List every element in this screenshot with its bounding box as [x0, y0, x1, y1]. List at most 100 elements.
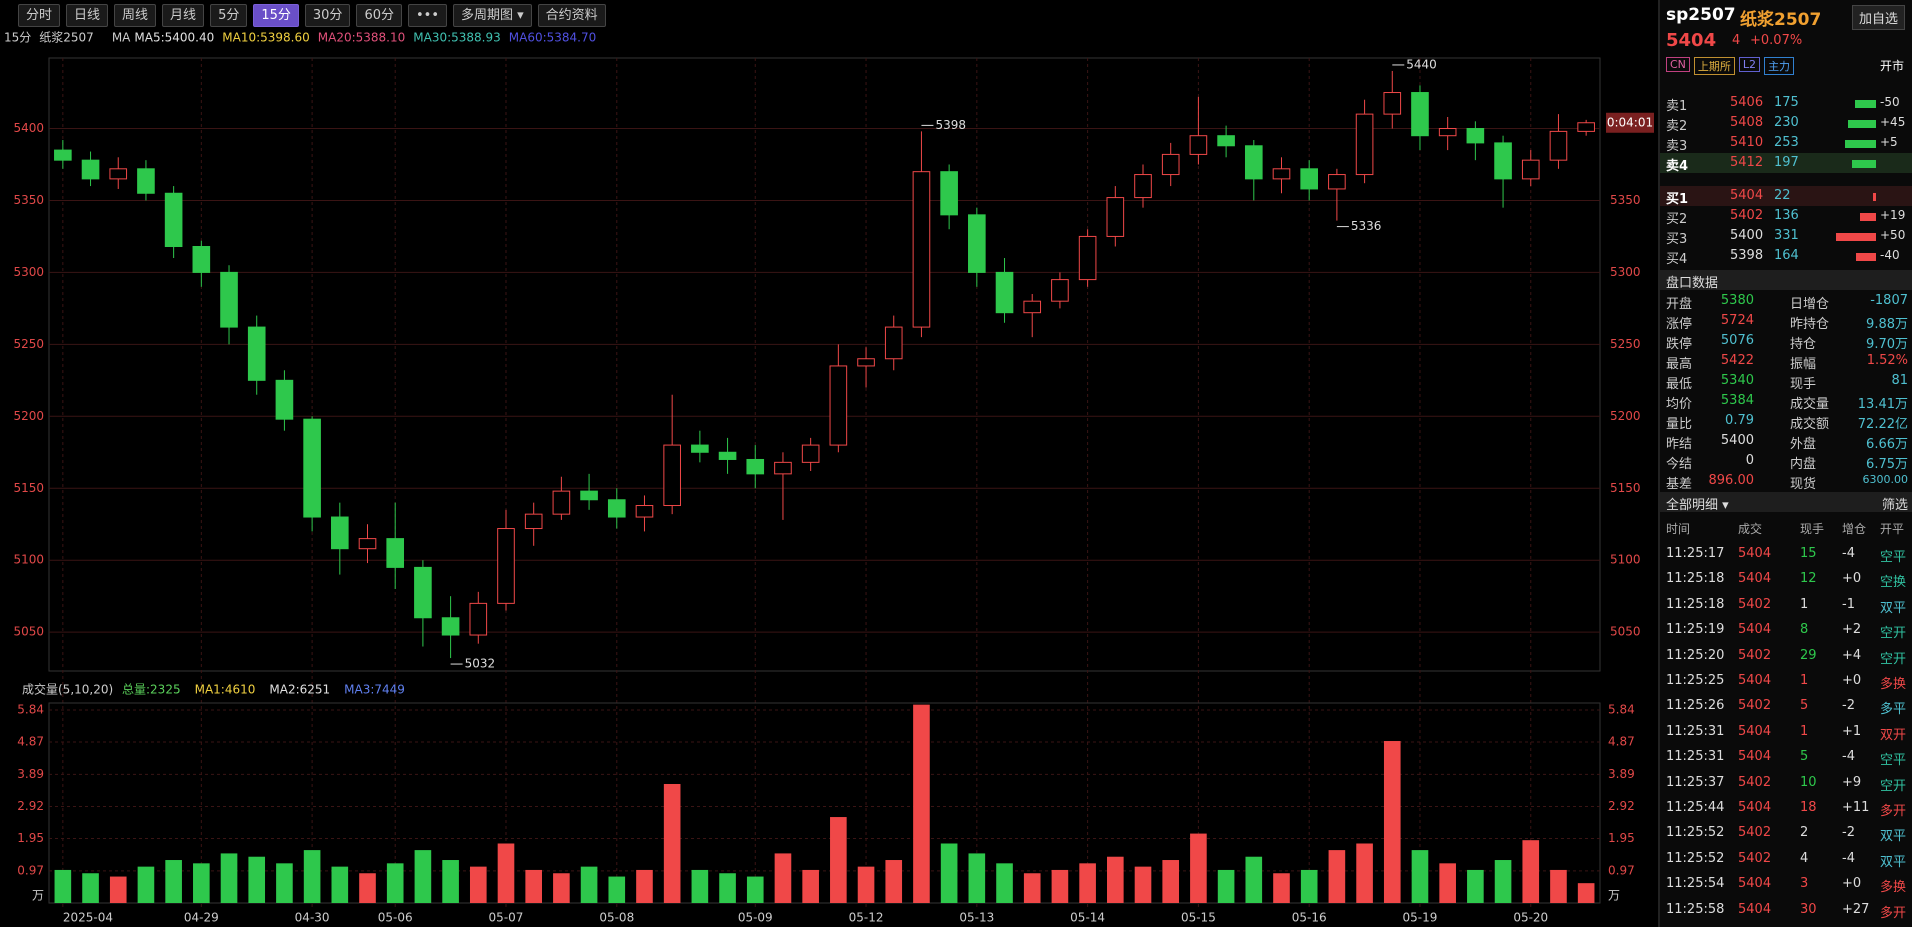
order-price: 5410 — [1730, 135, 1764, 150]
trade-oi: +9 — [1842, 774, 1862, 790]
add-button[interactable]: 加自选 — [1852, 5, 1906, 30]
toolbar-button[interactable]: 日线 — [66, 4, 109, 27]
order-qty: 22 — [1774, 188, 1791, 203]
stats-value: 5076 — [1720, 333, 1754, 348]
x-tick-label: 05-14 — [1070, 911, 1105, 925]
volume-bar — [1079, 863, 1096, 903]
volume-bar — [386, 863, 404, 903]
toolbar-button[interactable]: 5分 — [210, 4, 248, 27]
trade-type: 多开 — [1880, 804, 1907, 819]
volume-bar — [580, 866, 598, 903]
candle-body — [1300, 168, 1318, 190]
price-frame — [48, 57, 1601, 672]
y-tick-label: 5400 — [13, 121, 44, 135]
volume-bar — [193, 863, 210, 903]
volume-bar — [1273, 873, 1290, 903]
stats-value: -1807 — [1870, 293, 1908, 308]
volume-unit: 万 — [32, 889, 44, 903]
stats-value: 5340 — [1720, 373, 1754, 388]
y-tick-label: 5050 — [13, 625, 44, 639]
candle-body — [497, 528, 515, 604]
order-qty: 164 — [1774, 248, 1799, 263]
toolbar-button[interactable]: 60分 — [356, 4, 402, 27]
volume-bar — [940, 843, 958, 903]
trades-col-header: 时间 — [1666, 522, 1691, 536]
volume-bar — [553, 873, 570, 903]
volume-bar — [414, 850, 432, 903]
y-tick-label: 5150 — [13, 481, 44, 495]
candle-body — [109, 168, 128, 180]
volume-bar — [248, 856, 266, 903]
stats-label: 最低 — [1666, 377, 1693, 392]
trade-qty: 4 — [1800, 850, 1809, 866]
toolbar-button[interactable]: 合约资料 — [537, 4, 606, 27]
stats-value: 896.00 — [1708, 473, 1755, 488]
volume-title: 成交量(5,10,20) — [22, 682, 113, 697]
candle-body — [1051, 279, 1069, 302]
x-tick-label: 05-20 — [1513, 911, 1548, 925]
trade-time: 11:25:26 — [1666, 698, 1725, 714]
stats-label: 均价 — [1666, 397, 1693, 412]
trades-title[interactable]: 全部明细 ▾ — [1666, 498, 1729, 513]
candle-body — [884, 326, 903, 360]
x-tick-label: 05-13 — [959, 911, 994, 925]
order-bar — [1848, 120, 1876, 128]
trade-price: 5402 — [1738, 850, 1772, 866]
stats-label: 持仓 — [1790, 337, 1817, 352]
chart-header-text: 纸浆2507 — [39, 30, 94, 45]
stats-label: 涨停 — [1666, 317, 1693, 332]
volume-bar — [220, 853, 238, 903]
y-tick-label-right: 5.84 — [1608, 702, 1635, 716]
order-bar — [1859, 213, 1876, 221]
volume-bar — [1134, 866, 1152, 903]
toolbar-button[interactable]: 月线 — [162, 4, 205, 27]
volume-bar — [774, 853, 792, 903]
toolbar-button[interactable]: 周线 — [114, 4, 157, 27]
trade-time: 11:25:31 — [1666, 723, 1725, 739]
y-tick-label: 5350 — [13, 193, 44, 207]
trade-time: 11:25:58 — [1666, 901, 1725, 917]
trade-qty: 15 — [1800, 546, 1817, 561]
y-tick-label-right: 1.95 — [1608, 831, 1635, 845]
order-price: 5412 — [1730, 155, 1764, 170]
trade-type: 双平 — [1880, 600, 1907, 616]
chart-header-text: MA20:5388.10 — [318, 31, 406, 45]
candle-body — [1438, 128, 1457, 137]
toolbar-button[interactable]: 多周期图 ▾ — [453, 4, 532, 27]
order-change: -50 — [1880, 95, 1900, 109]
stats-value: 5384 — [1720, 393, 1754, 408]
order-highlight — [1660, 186, 1912, 206]
candle-body — [275, 379, 294, 420]
candle-body — [580, 490, 598, 501]
candle-body — [1494, 142, 1512, 180]
trades-filter[interactable]: 筛选 — [1881, 498, 1908, 513]
stats-value: 1.52% — [1866, 353, 1908, 368]
volume-unit-right: 万 — [1608, 889, 1620, 903]
toolbar-button[interactable]: 分时 — [18, 4, 61, 27]
candle-body — [912, 171, 931, 328]
trade-price: 5402 — [1738, 596, 1772, 612]
candle-body — [247, 326, 266, 381]
chart-header-text: MA — [112, 31, 131, 45]
y-tick-label-right: 2.92 — [1608, 799, 1635, 813]
toolbar-button[interactable]: ••• — [407, 4, 447, 27]
order-qty: 331 — [1774, 228, 1799, 243]
y-tick-label: 1.95 — [17, 831, 44, 845]
candle-body — [1134, 174, 1152, 199]
trade-qty: 30 — [1800, 901, 1817, 917]
trade-oi: +11 — [1842, 800, 1870, 815]
candle-body — [801, 444, 820, 463]
stats-label: 基差 — [1666, 477, 1693, 492]
toolbar-button[interactable]: 30分 — [304, 4, 351, 27]
volume-bar — [830, 817, 847, 903]
order-price: 5406 — [1730, 95, 1764, 110]
y-tick-label: 5.84 — [17, 702, 44, 716]
toolbar-button[interactable]: 15分 — [253, 4, 299, 27]
trade-oi: +4 — [1842, 647, 1862, 663]
candle-body — [635, 505, 654, 518]
order-price: 5398 — [1730, 248, 1764, 263]
volume-bar — [1467, 869, 1484, 903]
trade-qty: 18 — [1800, 800, 1817, 815]
trade-time: 11:25:18 — [1666, 571, 1725, 587]
